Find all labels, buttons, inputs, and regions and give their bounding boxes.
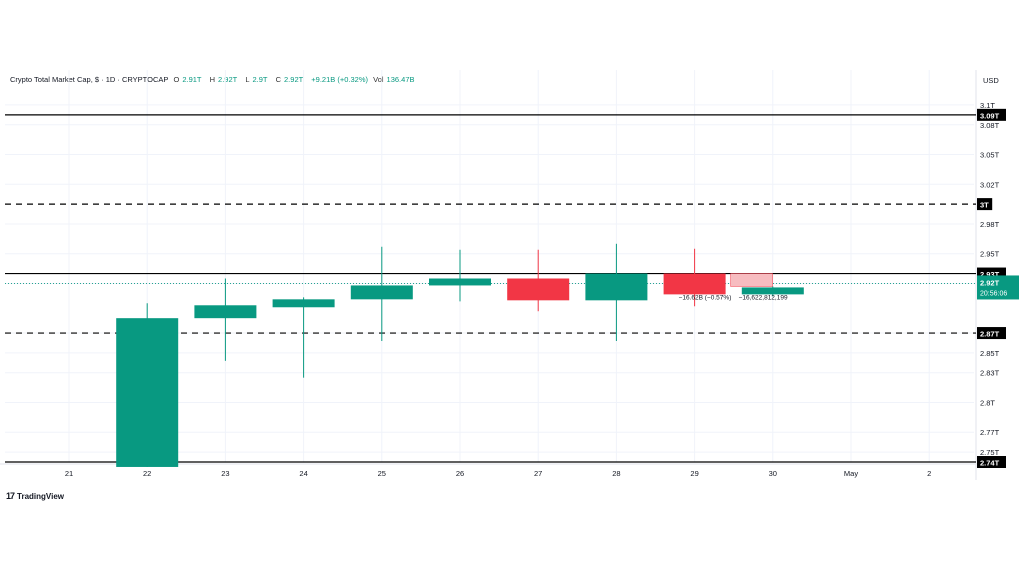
y-tick-label: 2.83T xyxy=(980,369,1000,378)
level-label: 3.09T xyxy=(980,111,1000,120)
x-tick-label: 27 xyxy=(534,469,542,478)
tradingview-logo-icon: 17 xyxy=(6,491,15,501)
open-label: O xyxy=(173,75,180,84)
y-tick-label: 2.95T xyxy=(980,250,1000,259)
close-label: C xyxy=(275,75,282,84)
y-tick-label: 3.08T xyxy=(980,121,1000,130)
x-tick-label: 22 xyxy=(143,469,151,478)
y-tick-label: 3.02T xyxy=(980,180,1000,189)
brand-name: TradingView xyxy=(17,491,64,501)
candle-body[interactable] xyxy=(741,287,804,295)
ohlc-high: H 2.92T xyxy=(210,75,241,84)
level-label-bg xyxy=(977,456,1006,468)
y-tick-label: 2.98T xyxy=(980,220,1000,229)
ohlc-low: L 2.9T xyxy=(245,75,270,84)
countdown-label: 20:56:06 xyxy=(980,290,1007,297)
vol-value: 136.47B xyxy=(386,75,415,84)
open-value: 2.91T xyxy=(182,75,202,84)
change-annotation: −16.62B (−0.57%) xyxy=(679,294,732,301)
x-tick-label: 25 xyxy=(378,469,386,478)
x-tick-label: 24 xyxy=(299,469,307,478)
chart-header: Crypto Total Market Cap, $ · 1D · CRYPTO… xyxy=(10,75,421,84)
level-label: 2.74T xyxy=(980,459,1000,468)
ohlc-open: O 2.91T xyxy=(173,75,204,84)
y-tick-label: 2.75T xyxy=(980,448,1000,457)
x-tick-label: 28 xyxy=(612,469,620,478)
x-tick-label: May xyxy=(844,469,858,478)
low-value: 2.9T xyxy=(252,75,268,84)
x-tick-label: 29 xyxy=(690,469,698,478)
y-tick-label: 2.85T xyxy=(980,349,1000,358)
projection-box[interactable] xyxy=(730,273,773,287)
currency-label[interactable]: USD xyxy=(983,76,999,85)
y-tick-label: 2.77T xyxy=(980,428,1000,437)
candle-body[interactable] xyxy=(507,278,570,301)
candle-body[interactable] xyxy=(116,318,179,467)
x-tick-label: 21 xyxy=(65,469,73,478)
candle-body[interactable] xyxy=(194,305,257,319)
low-label: L xyxy=(245,75,250,84)
candle-body[interactable] xyxy=(272,299,335,308)
level-label: 2.87T xyxy=(980,330,1000,339)
current-price-tag xyxy=(977,275,1019,300)
level-label: 3T xyxy=(980,201,989,210)
candle-body[interactable] xyxy=(663,273,726,295)
y-tick-label: 3.1T xyxy=(980,101,995,110)
y-tick-label: 3.05T xyxy=(980,151,1000,160)
high-label: H xyxy=(209,75,216,84)
change-annotation-raw: −16,622,812,199 xyxy=(739,294,788,301)
change-value: +9.21B (+0.32%) xyxy=(311,75,369,84)
level-label: 2.93T xyxy=(980,270,1000,279)
symbol-title[interactable]: Crypto Total Market Cap, $ · 1D · CRYPTO… xyxy=(10,75,169,84)
close-value: 2.92T xyxy=(284,75,304,84)
tradingview-brand[interactable]: 17 TradingView xyxy=(6,491,64,501)
candle-body[interactable] xyxy=(585,273,648,301)
level-label-bg xyxy=(977,198,993,211)
current-price-label: 2.92T xyxy=(980,278,1000,287)
candle-body[interactable] xyxy=(429,278,491,286)
candle-body[interactable] xyxy=(350,285,413,300)
ohlc-close: C 2.92T xyxy=(276,75,307,84)
x-tick-label: 23 xyxy=(221,469,229,478)
x-tick-label: 26 xyxy=(456,469,464,478)
x-tick-label: 30 xyxy=(769,469,777,478)
x-tick-label: 2 xyxy=(927,469,931,478)
volume: Vol 136.47B xyxy=(373,75,417,84)
level-label-bg xyxy=(977,327,1006,340)
level-label-bg xyxy=(977,108,1006,121)
vol-label: Vol xyxy=(373,75,384,84)
high-value: 2.92T xyxy=(218,75,238,84)
y-tick-label: 2.8T xyxy=(980,398,995,407)
